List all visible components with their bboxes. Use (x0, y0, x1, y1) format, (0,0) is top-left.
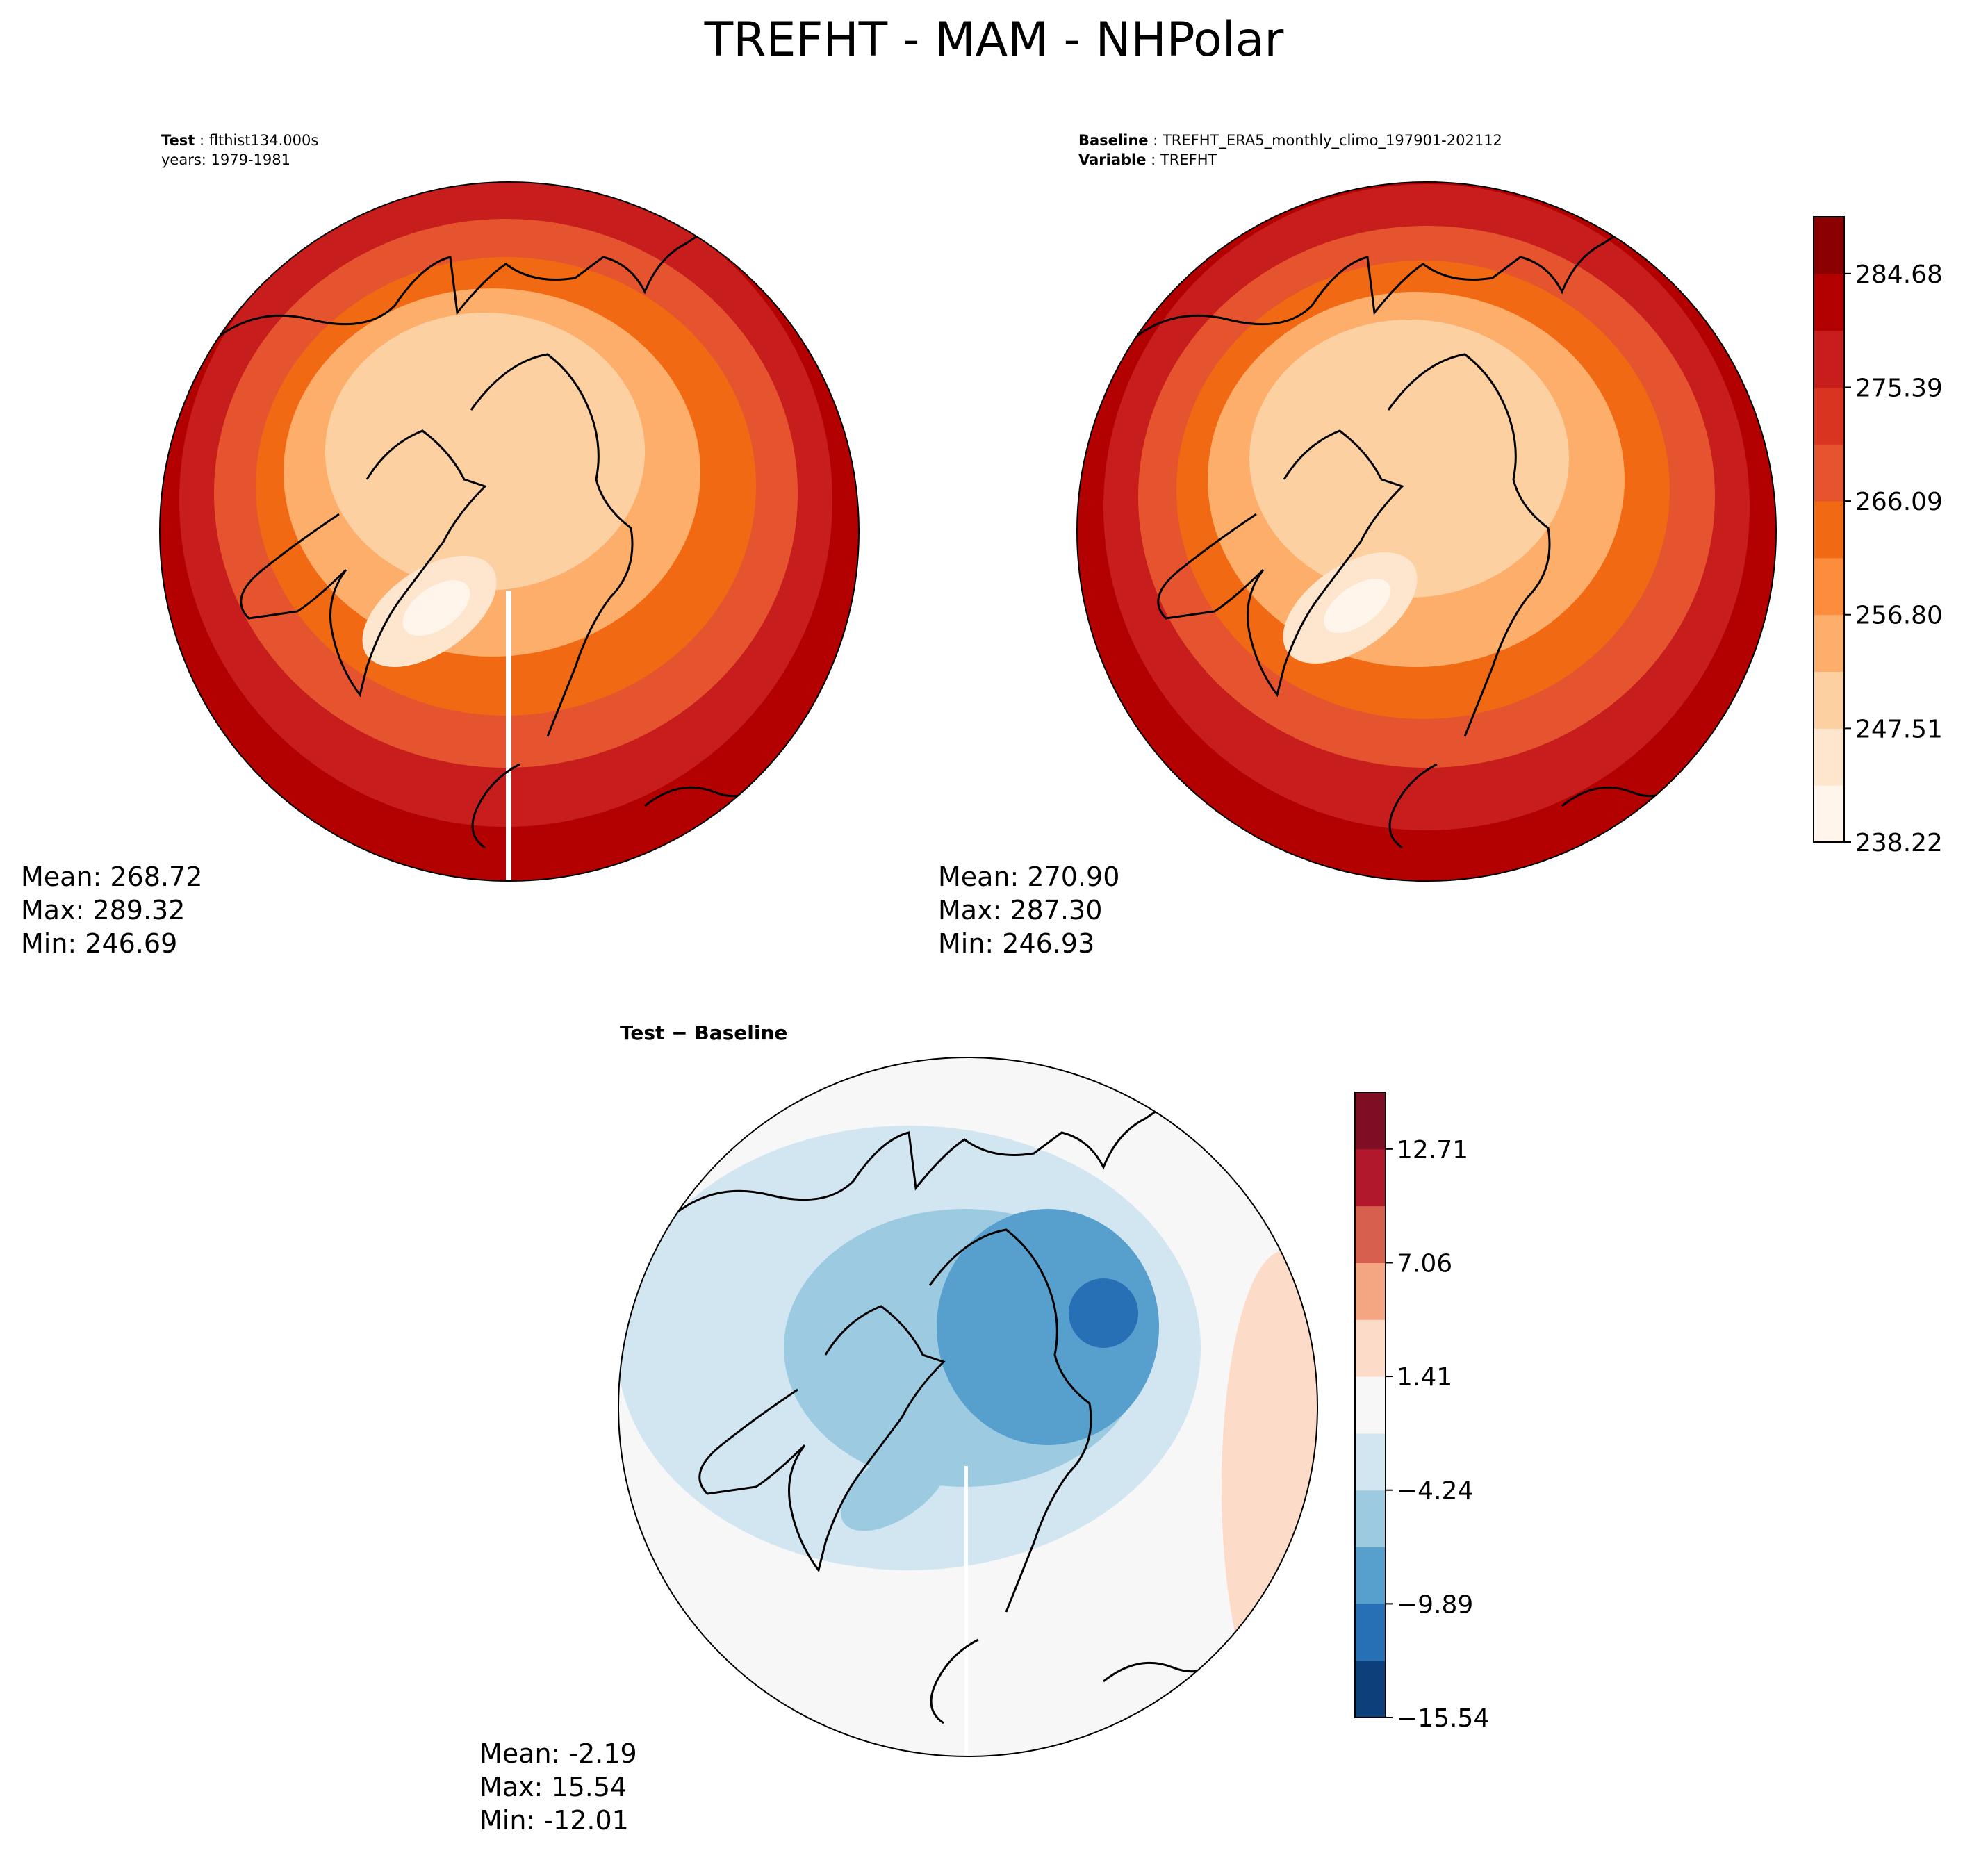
colorbar-main-segment (1814, 501, 1844, 559)
test-max: Max: 289.32 (21, 895, 186, 925)
colorbar-main-tick-label: 256.80 (1855, 602, 1943, 630)
diff-field-dark (937, 1209, 1159, 1445)
colorbar-diff-segment (1355, 1205, 1386, 1263)
baseline-field-center (1249, 320, 1569, 598)
colorbar-diff-tick-label: −4.24 (1397, 1477, 1473, 1506)
diff-mean: Mean: -2.19 (479, 1738, 637, 1769)
colorbar-diff-tick-label: −9.89 (1397, 1590, 1473, 1619)
colorbar-main-tick-label: 275.39 (1855, 374, 1943, 402)
colorbar-main: 238.22 247.51 256.80 266.09 275.39 284.68 (1813, 216, 1943, 857)
baseline-max: Max: 287.30 (938, 895, 1103, 925)
colorbar-diff-segment (1355, 1092, 1386, 1150)
colorbar-main-tick-label: 247.51 (1855, 715, 1943, 743)
baseline-mean: Mean: 270.90 (938, 862, 1120, 892)
colorbar-diff-segment (1355, 1490, 1386, 1548)
variable-label: Variable (1078, 151, 1147, 168)
diff-header: Test − Baseline (620, 1021, 788, 1044)
baseline-name: TREFHT_ERA5_monthly_climo_197901-202112 (1162, 132, 1502, 149)
diff-max: Max: 15.54 (479, 1772, 627, 1802)
colorbar-main-segment (1814, 217, 1844, 274)
diff-field-greenland (840, 1442, 950, 1531)
colorbar-main-tick-label: 284.68 (1855, 261, 1943, 289)
test-label: Test (161, 132, 195, 149)
baseline-field-greenland-core (1324, 578, 1390, 634)
baseline-coastlines (1131, 228, 1689, 849)
colorbar-diff-tick-label: −15.54 (1397, 1704, 1489, 1733)
test-coastlines (213, 228, 771, 849)
colorbar-main-segment (1814, 785, 1844, 843)
colorbar-diff-tick-label: 1.41 (1397, 1363, 1452, 1392)
colorbar-diff-segment (1355, 1661, 1386, 1718)
colorbar-main-segment (1814, 728, 1844, 786)
colorbar-main-segment (1814, 614, 1844, 673)
diff-field-darkest (1069, 1278, 1138, 1348)
test-stats: Mean: 268.72 Max: 289.32 Min: 246.69 (21, 860, 202, 960)
colorbar-diff-tick-label: 12.71 (1397, 1136, 1468, 1164)
test-field-center (325, 313, 645, 591)
variable-name: TREFHT (1160, 151, 1217, 168)
colorbar-diff-segment (1355, 1604, 1386, 1661)
colorbar-diff-segment (1355, 1319, 1386, 1377)
diff-min: Min: -12.01 (479, 1805, 629, 1836)
colorbar-main-segment (1814, 557, 1844, 616)
baseline-label: Baseline (1078, 132, 1149, 149)
test-field-greenland-core (402, 580, 470, 636)
diff-map (618, 1057, 1318, 1757)
baseline-header: Baseline : TREFHT_ERA5_monthly_climo_197… (1078, 132, 1502, 168)
test-mean: Mean: 268.72 (21, 862, 203, 892)
colorbar-main-segment (1814, 671, 1844, 729)
colorbar-diff-segment (1355, 1547, 1386, 1604)
baseline-min: Min: 246.93 (938, 928, 1095, 959)
figure-title: TREFHT - MAM - NHPolar (704, 13, 1284, 67)
colorbar-main-segment (1814, 273, 1844, 331)
diff-field-warm-east (1222, 1251, 1317, 1723)
test-header: Test : flthist134.000s years: 1979-1981 (161, 132, 319, 168)
diff-coastlines (672, 1103, 1230, 1724)
baseline-map (1076, 181, 1777, 882)
test-map (159, 181, 860, 882)
colorbar-diff-tick-label: 7.06 (1397, 1249, 1452, 1278)
colorbar-diff-border (1354, 1092, 1386, 1718)
colorbar-main-border (1813, 216, 1845, 843)
diff-stats: Mean: -2.19 Max: 15.54 Min: -12.01 (479, 1737, 637, 1837)
test-years: years: 1979-1981 (161, 151, 291, 168)
colorbar-diff-segment (1355, 1148, 1386, 1207)
colorbar-diff: −15.54 −9.89 −4.24 1.41 7.06 12.71 (1354, 1092, 1489, 1733)
colorbar-main-tick-label: 238.22 (1855, 829, 1943, 857)
colorbar-diff-segment (1355, 1376, 1386, 1434)
colorbar-diff-segment (1355, 1433, 1386, 1491)
colorbar-diff-segment (1355, 1262, 1386, 1320)
colorbar-main-segment (1814, 387, 1844, 445)
diff-missing-strip (964, 1466, 968, 1756)
test-name: flthist134.000s (208, 132, 319, 149)
colorbar-main-segment (1814, 444, 1844, 502)
colorbar-main-tick-label: 266.09 (1855, 488, 1943, 516)
test-min: Min: 246.69 (21, 928, 178, 959)
colorbar-main-segment (1814, 330, 1844, 388)
baseline-stats: Mean: 270.90 Max: 287.30 Min: 246.93 (938, 860, 1119, 960)
test-missing-strip (506, 591, 511, 881)
